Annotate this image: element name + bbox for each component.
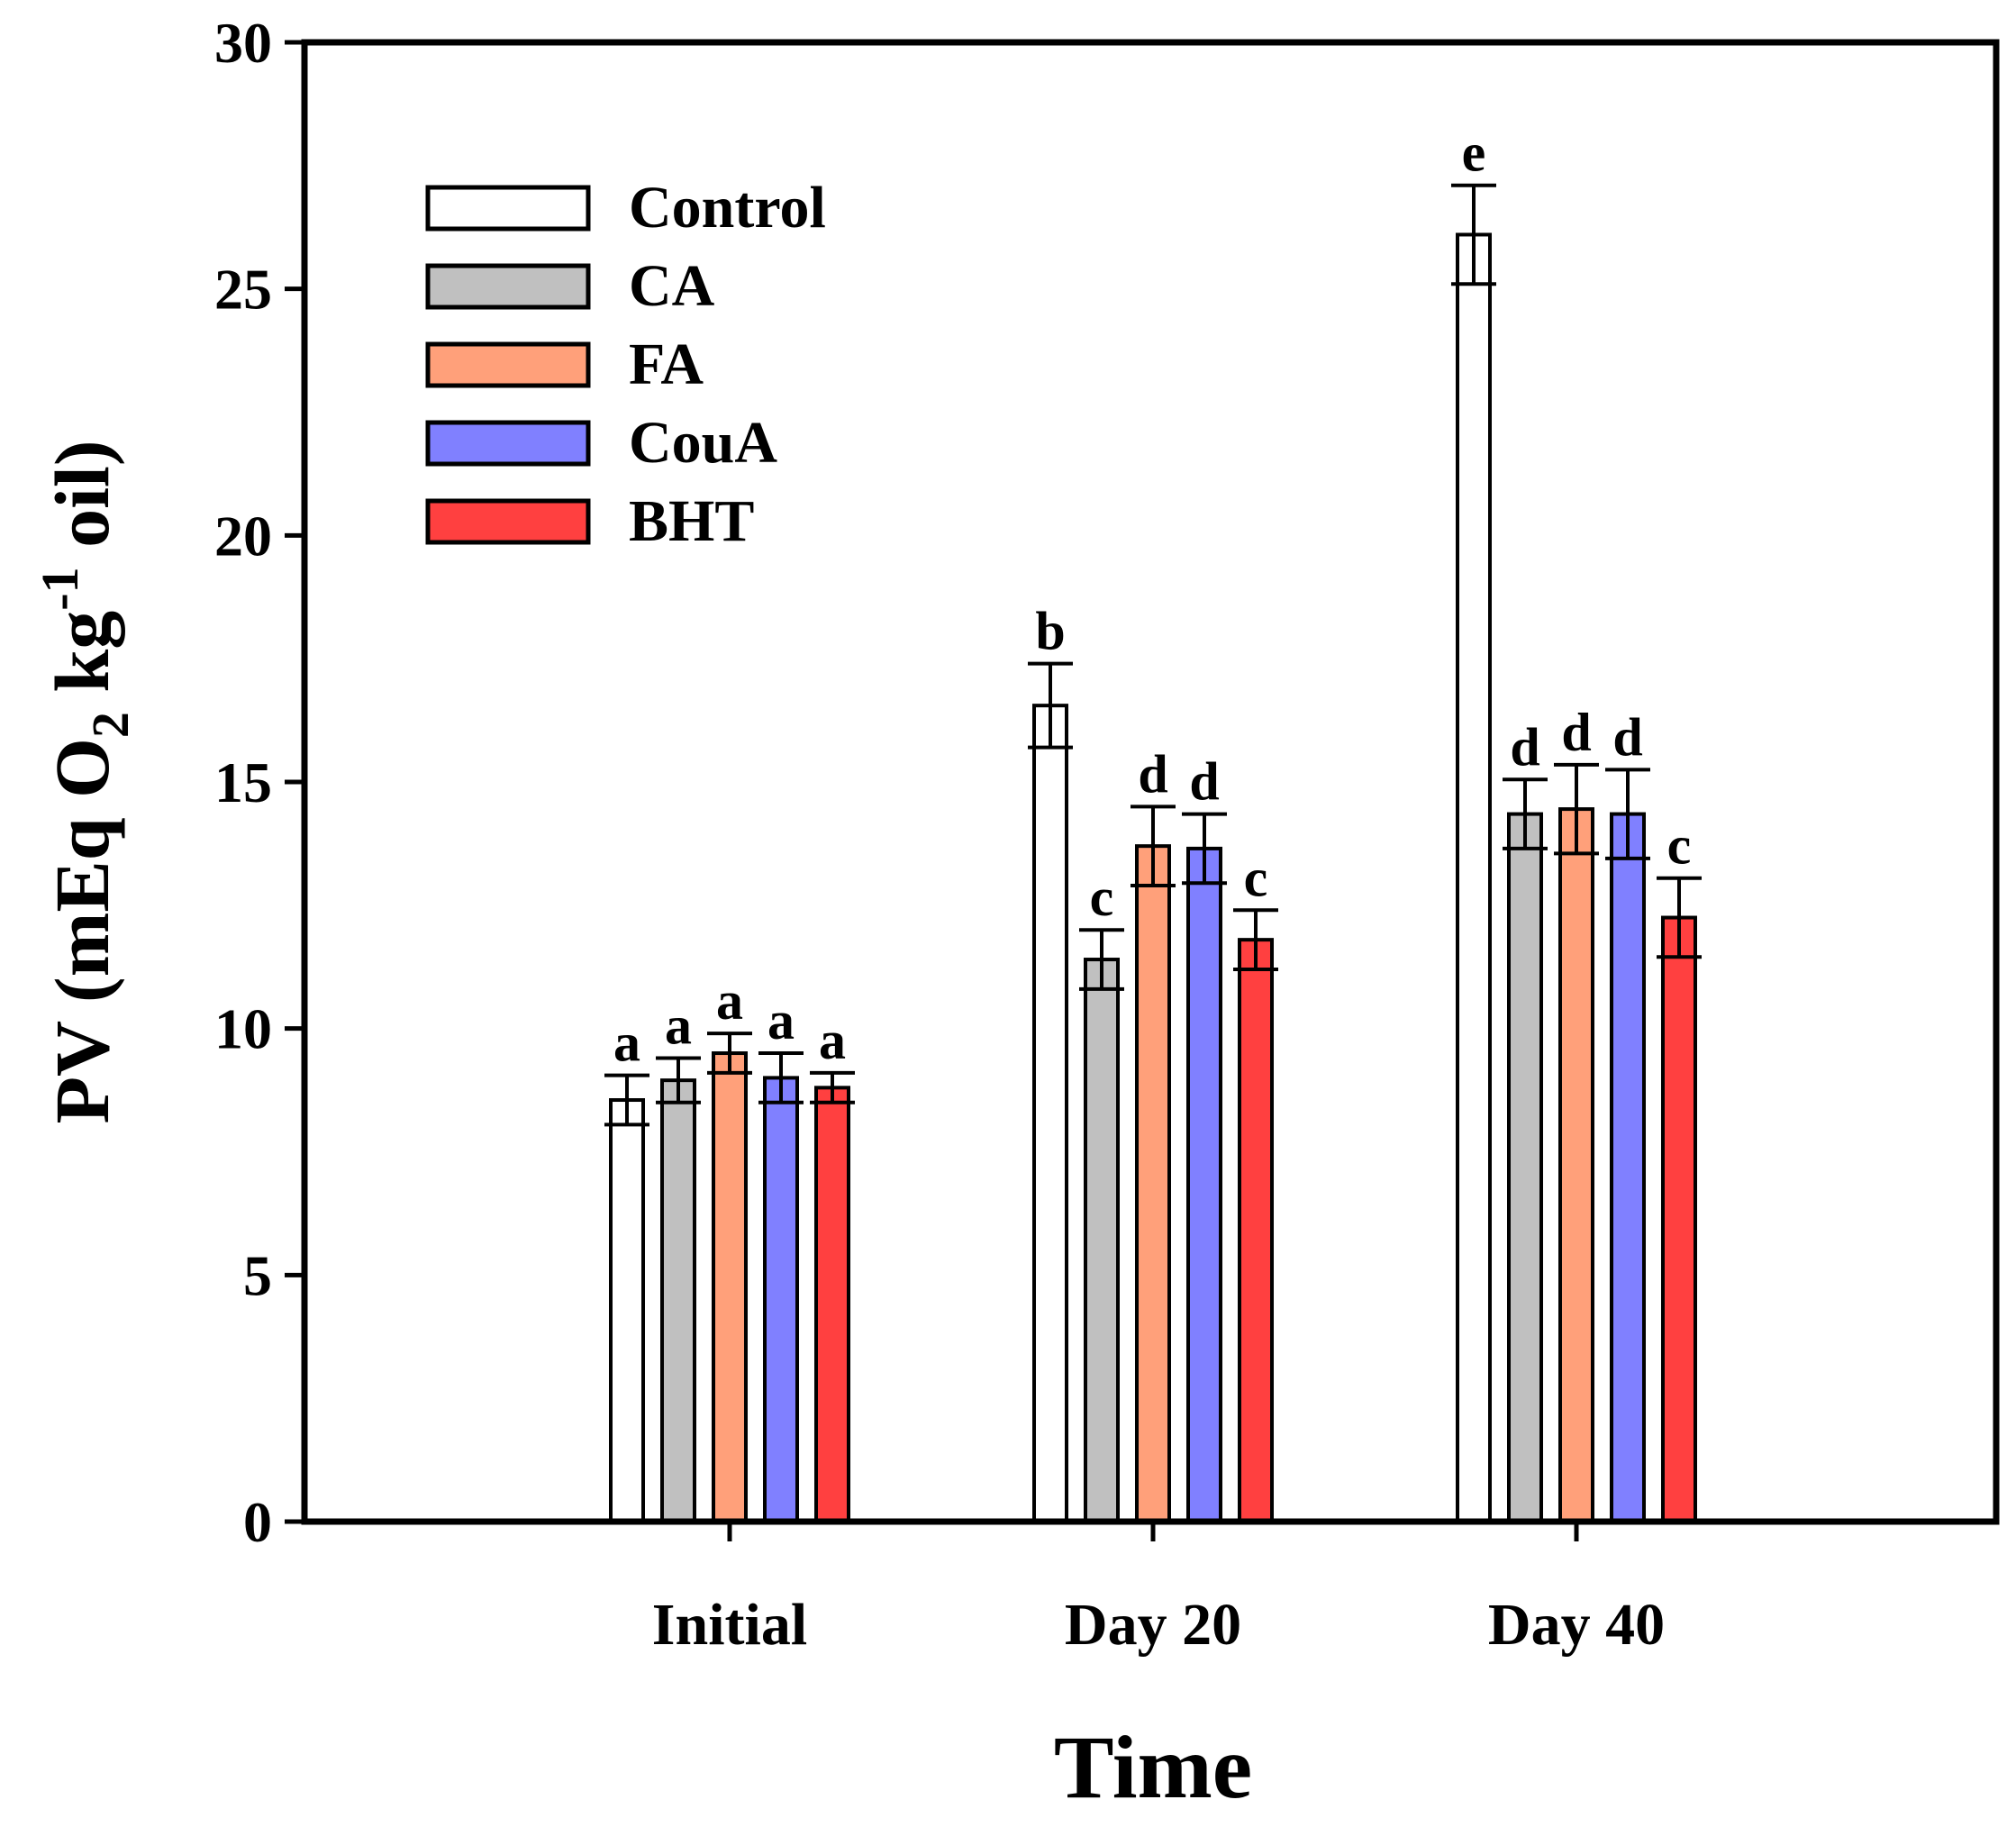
bar-coua — [763, 1076, 799, 1524]
y-tick-label: 0 — [243, 1490, 272, 1554]
significance-letter: c — [1244, 848, 1268, 907]
legend-swatch-bht — [425, 498, 591, 545]
significance-letter: e — [1462, 123, 1486, 183]
bar-ca — [660, 1078, 696, 1524]
y-axis-title-part: oil) — [39, 440, 125, 567]
significance-letter: b — [1035, 602, 1065, 661]
bar-control — [1032, 704, 1068, 1523]
y-axis-title: PV (mEq O2 kg-1 oil) — [31, 440, 140, 1123]
y-tick-label: 10 — [214, 997, 272, 1061]
bar-fa — [1135, 844, 1171, 1523]
legend-label-control: Control — [629, 175, 826, 241]
legend-label-coua: CouA — [629, 410, 777, 476]
y-axis: 0 5 10 15 20 25 30 — [214, 11, 304, 1554]
y-axis-title-part: kg — [39, 611, 125, 712]
x-tick-label: Day 20 — [1065, 1592, 1241, 1658]
significance-letter: a — [819, 1011, 846, 1070]
bar-fa — [712, 1051, 748, 1523]
significance-letter: a — [613, 1013, 640, 1073]
legend-swatch-control — [425, 185, 591, 232]
significance-letter: d — [1189, 752, 1219, 812]
legend: Control CA FA CouA BHT — [425, 175, 826, 554]
x-axis: Initial Day 20 Day 40 — [652, 1522, 1665, 1658]
y-axis-title-subscript: 2 — [81, 712, 140, 738]
bar-coua — [1186, 846, 1222, 1523]
x-tick-label: Initial — [652, 1592, 807, 1658]
significance-letter: d — [1138, 744, 1167, 804]
significance-letter: a — [716, 971, 743, 1031]
legend-swatch-coua — [425, 420, 591, 467]
legend-label-bht: BHT — [629, 488, 754, 554]
bar-control — [1456, 232, 1492, 1524]
bar-coua — [1610, 812, 1646, 1523]
bar-ca — [1507, 812, 1543, 1523]
y-tick-label: 20 — [214, 504, 272, 568]
significance-letter: a — [665, 996, 692, 1056]
y-tick-label: 30 — [214, 11, 272, 75]
significance-letter: a — [767, 991, 795, 1050]
significance-letter: c — [1667, 816, 1692, 876]
significance-letter: d — [1510, 717, 1539, 777]
significance-letter: c — [1090, 868, 1114, 927]
bar-control — [609, 1098, 645, 1524]
y-tick-label: 25 — [214, 258, 272, 322]
bar-bht — [1661, 915, 1697, 1523]
bar-bht — [814, 1086, 850, 1523]
legend-label-fa: FA — [629, 332, 704, 397]
legend-swatch-fa — [425, 341, 591, 388]
bar-bht — [1238, 938, 1274, 1523]
significance-letter: d — [1612, 707, 1642, 767]
y-axis-title-superscript: -1 — [31, 567, 89, 610]
y-axis-title-part: PV (mEq O — [39, 738, 125, 1123]
x-tick-label: Day 40 — [1488, 1592, 1665, 1658]
bar-fa — [1558, 807, 1594, 1523]
legend-label-ca: CA — [629, 253, 715, 319]
y-tick-label: 15 — [214, 750, 272, 814]
x-axis-title: Time — [1054, 1717, 1252, 1817]
significance-letter: d — [1561, 703, 1591, 762]
bar-ca — [1084, 958, 1120, 1524]
legend-swatch-ca — [425, 263, 591, 310]
error-bars-layer — [604, 183, 1702, 1127]
y-tick-label: 5 — [243, 1243, 272, 1307]
